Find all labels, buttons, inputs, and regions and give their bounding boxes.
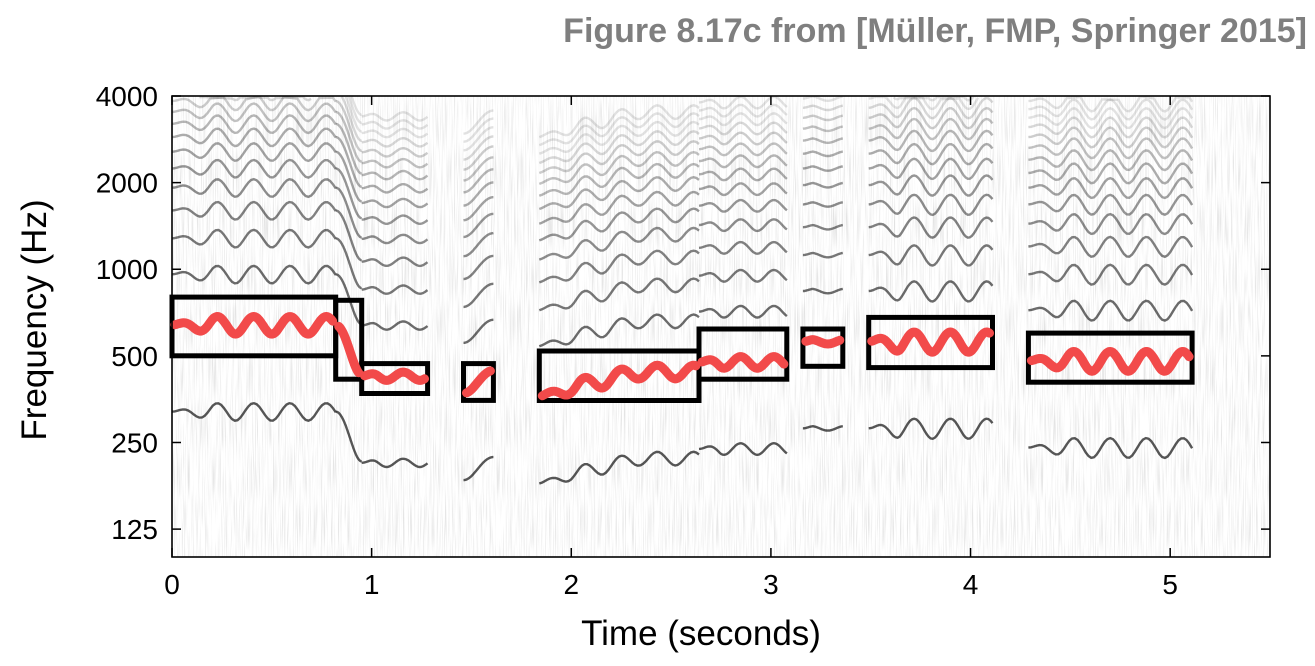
x-tick-label: 5	[1162, 569, 1178, 600]
y-tick-label: 2000	[96, 168, 158, 199]
x-tick-label: 2	[563, 569, 579, 600]
y-tick-label: 125	[111, 514, 158, 545]
y-axis-label: Frequency (Hz)	[15, 199, 54, 440]
x-tick-label: 0	[164, 569, 180, 600]
y-tick-label: 500	[111, 341, 158, 372]
y-tick-label: 4000	[96, 81, 158, 112]
x-tick-label: 3	[763, 569, 779, 600]
y-tick-label: 1000	[96, 254, 158, 285]
y-tick-label: 250	[111, 427, 158, 458]
trajectory-segment	[806, 340, 840, 344]
x-tick-label: 4	[963, 569, 979, 600]
x-tick-label: 1	[364, 569, 380, 600]
x-axis-label: Time (seconds)	[581, 614, 821, 653]
